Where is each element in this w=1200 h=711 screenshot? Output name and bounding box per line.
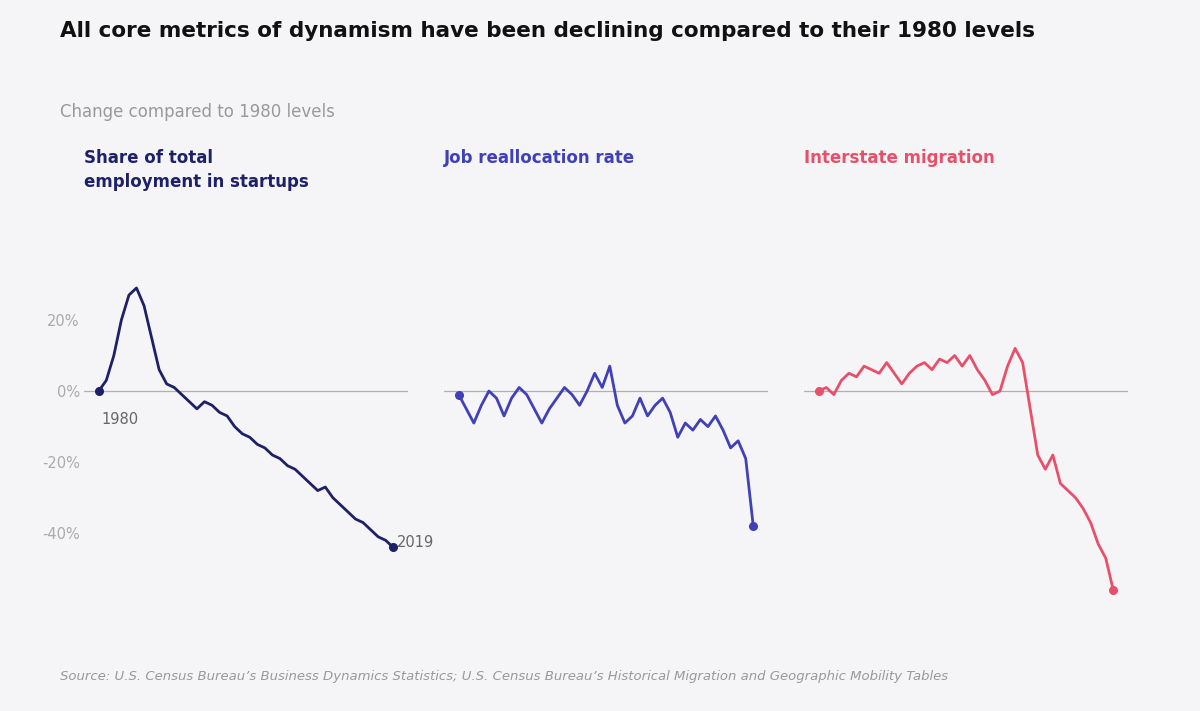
Text: Source: U.S. Census Bureau’s Business Dynamics Statistics; U.S. Census Bureau’s : Source: U.S. Census Bureau’s Business Dy…: [60, 670, 948, 683]
Text: 2019: 2019: [397, 535, 434, 550]
Text: Job reallocation rate: Job reallocation rate: [444, 149, 635, 167]
Text: 1980: 1980: [101, 412, 138, 427]
Text: Interstate migration: Interstate migration: [804, 149, 995, 167]
Text: All core metrics of dynamism have been declining compared to their 1980 levels: All core metrics of dynamism have been d…: [60, 21, 1034, 41]
Text: Share of total
employment in startups: Share of total employment in startups: [84, 149, 308, 191]
Text: Change compared to 1980 levels: Change compared to 1980 levels: [60, 103, 335, 121]
